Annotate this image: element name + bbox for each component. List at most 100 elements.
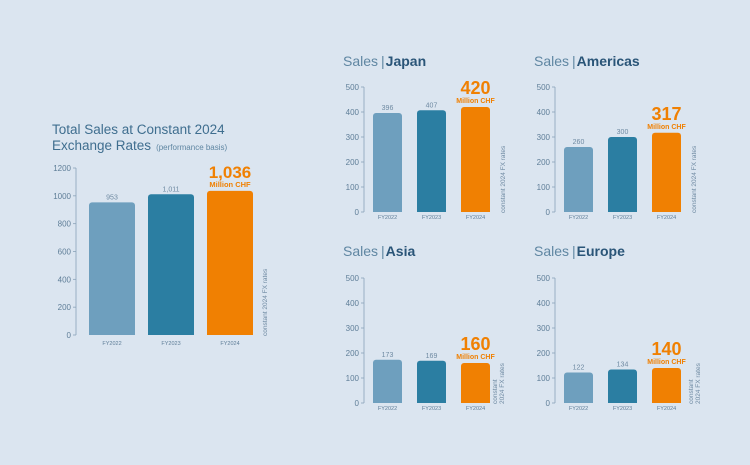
asia-title: Sales |Asia [343, 243, 415, 259]
americas-bar-fy2022 [564, 147, 593, 212]
europe-bar-base-fy2023 [608, 400, 637, 403]
total-bar-base-fy2024 [207, 332, 253, 335]
main-title-line2-text: Exchange Rates [52, 138, 151, 153]
europe-y-tick-label-500: 500 [537, 274, 551, 283]
americas-x-label-fy2024: FY2024 [657, 215, 676, 221]
total-y-tick-label-1000: 1000 [53, 192, 71, 201]
total-bar-fy2024 [207, 190, 253, 335]
americas-bar-base-fy2023 [608, 209, 637, 212]
americas-x-label-fy2023: FY2023 [613, 215, 632, 221]
europe-x-label-fy2024: FY2024 [657, 406, 676, 412]
japan-bar-base-fy2023 [417, 209, 446, 212]
total-y-tick-label-600: 600 [58, 248, 72, 257]
europe-fx-note-line2: 2024 FX rates [695, 362, 702, 404]
total-value-label-fy2023: 1,011 [163, 186, 180, 193]
asia-title-separator: | [381, 243, 385, 259]
europe-value-label-fy2023: 134 [617, 362, 629, 369]
japan-value-label-fy2022: 396 [382, 105, 394, 112]
main-title-line2: Exchange Rates (performance basis) [52, 138, 228, 153]
europe-title-separator: | [572, 243, 576, 259]
americas-bar-fy2023 [608, 137, 637, 212]
americas-y-tick-label-0: 0 [546, 208, 551, 217]
asia-title-region: Asia [386, 243, 416, 259]
asia-bar-fy2023 [417, 360, 446, 403]
japan-fx-note: constant 2024 FX rates [500, 145, 507, 213]
japan-bar-base-fy2024 [461, 209, 490, 212]
japan-bar-fy2022 [373, 113, 402, 212]
japan-title: Sales |Japan [343, 53, 426, 69]
europe-value-label-fy2022: 122 [573, 365, 585, 372]
main-title-line1: Total Sales at Constant 2024 [52, 122, 225, 137]
asia-highlight-unit: Million CHF [456, 354, 495, 361]
japan-y-tick-label-300: 300 [346, 133, 360, 142]
total-highlight-unit: Million CHF [209, 180, 251, 189]
americas-bar-fy2024 [652, 132, 681, 212]
asia-bar-base-fy2022 [373, 400, 402, 403]
asia-y-tick-label-200: 200 [346, 349, 360, 358]
americas-fx-note: constant 2024 FX rates [691, 145, 698, 213]
japan-title-prefix: Sales [343, 53, 378, 69]
asia-y-tick-label-0: 0 [355, 399, 360, 408]
europe-y-tick-label-400: 400 [537, 299, 551, 308]
total-x-label-fy2023: FY2023 [161, 341, 180, 347]
europe-x-label-fy2022: FY2022 [569, 406, 588, 412]
asia-value-label-fy2023: 169 [426, 353, 438, 360]
europe-bar-fy2024 [652, 368, 681, 403]
japan-y-tick-label-500: 500 [346, 83, 360, 92]
japan-highlight-unit: Million CHF [456, 98, 495, 105]
japan-y-tick-label-400: 400 [346, 108, 360, 117]
europe-bar-fy2023 [608, 369, 637, 403]
total-x-label-fy2024: FY2024 [220, 341, 239, 347]
asia-bar-fy2024 [461, 363, 490, 403]
total-bar-fy2022 [89, 202, 135, 335]
asia-title-prefix: Sales [343, 243, 378, 259]
japan-title-region: Japan [386, 53, 426, 69]
asia-x-label-fy2023: FY2023 [422, 406, 441, 412]
europe-title: Sales |Europe [534, 243, 625, 259]
americas-x-label-fy2022: FY2022 [569, 215, 588, 221]
asia-bar-base-fy2024 [461, 400, 490, 403]
europe-highlight-unit: Million CHF [647, 359, 686, 366]
americas-bar-base-fy2022 [564, 209, 593, 212]
europe-title-region: Europe [577, 243, 625, 259]
europe-highlight-value: 140 [651, 339, 681, 359]
americas-title-separator: | [572, 53, 576, 69]
asia-fx-note-line1: constant [492, 379, 499, 404]
asia-fx-note-line2: 2024 FX rates [499, 362, 506, 404]
japan-x-label-fy2022: FY2022 [378, 215, 397, 221]
europe-bar-base-fy2024 [652, 400, 681, 403]
total-y-tick-label-0: 0 [67, 331, 72, 340]
americas-bar-base-fy2024 [652, 209, 681, 212]
europe-fx-note-line1: constant [688, 379, 695, 404]
total-fx-note: constant 2024 FX rates [262, 268, 269, 336]
japan-x-label-fy2024: FY2024 [466, 215, 485, 221]
americas-value-label-fy2023: 300 [617, 129, 629, 136]
asia-highlight-value: 160 [460, 334, 490, 354]
europe-bar-base-fy2022 [564, 400, 593, 403]
japan-y-tick-label-0: 0 [355, 208, 360, 217]
europe-y-tick-label-0: 0 [546, 399, 551, 408]
americas-y-tick-label-500: 500 [537, 83, 551, 92]
asia-value-label-fy2022: 173 [382, 352, 394, 359]
europe-bar-fy2022 [564, 372, 593, 403]
total-x-label-fy2022: FY2022 [102, 341, 121, 347]
total-bar-base-fy2022 [89, 332, 135, 335]
japan-value-label-fy2023: 407 [426, 102, 438, 109]
japan-highlight-value: 420 [460, 78, 490, 98]
asia-y-tick-label-400: 400 [346, 299, 360, 308]
asia-y-tick-label-500: 500 [346, 274, 360, 283]
americas-y-tick-label-400: 400 [537, 108, 551, 117]
japan-bar-fy2024 [461, 107, 490, 212]
total-y-tick-label-1200: 1200 [53, 164, 71, 173]
europe-y-tick-label-100: 100 [537, 374, 551, 383]
asia-x-label-fy2024: FY2024 [466, 406, 485, 412]
japan-bar-base-fy2022 [373, 209, 402, 212]
total-bar-fy2023 [148, 194, 194, 335]
asia-y-tick-label-100: 100 [346, 374, 360, 383]
asia-bar-fy2022 [373, 359, 402, 403]
japan-title-separator: | [381, 53, 385, 69]
japan-bar-fy2023 [417, 110, 446, 212]
americas-value-label-fy2022: 260 [573, 139, 585, 146]
asia-x-label-fy2022: FY2022 [378, 406, 397, 412]
